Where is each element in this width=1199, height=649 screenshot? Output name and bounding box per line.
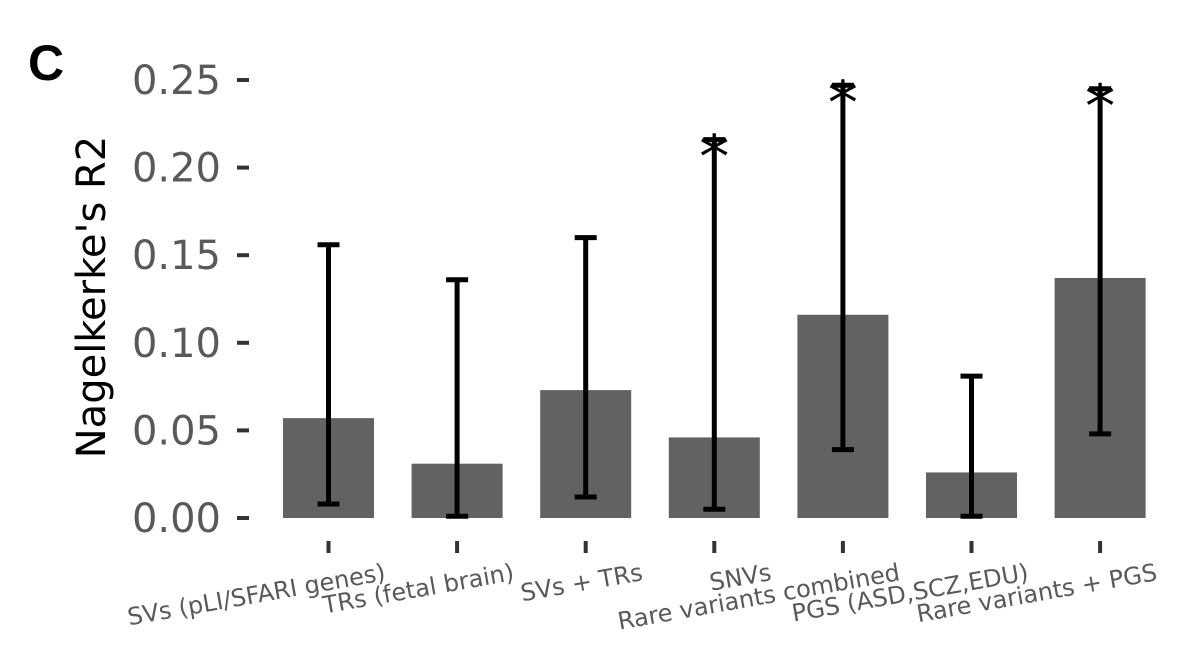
significance-markers: * * *	[699, 68, 1115, 192]
panel-label: C	[28, 35, 64, 91]
x-tick-label: SVs + TRs	[518, 558, 644, 607]
y-axis-title: Nagelkerke's R2	[69, 136, 115, 458]
y-tick-label: 0.15	[132, 233, 221, 279]
y-tick-label: 0.25	[132, 58, 221, 104]
y-tick-label: 0.00	[132, 496, 221, 542]
y-tick-label: 0.05	[132, 408, 221, 454]
y-axis: 0.00 0.05 0.10 0.15 0.20 0.25	[132, 58, 249, 542]
significance-star: *	[828, 68, 858, 138]
significance-star: *	[1085, 72, 1115, 142]
y-tick-label: 0.20	[132, 146, 221, 192]
errorbars-group	[317, 82, 1112, 519]
x-axis: SVs (pLI/SFARI genes)TRs (fetal brain) SV…	[125, 541, 1159, 636]
significance-star: *	[699, 123, 729, 193]
x-tick-label: Rare variants + PGS	[914, 558, 1159, 628]
y-tick-label: 0.10	[132, 321, 221, 367]
